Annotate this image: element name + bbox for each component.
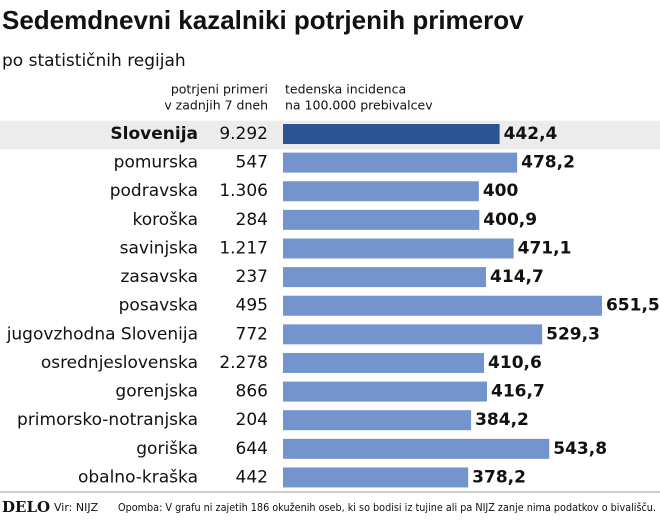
bar	[283, 124, 500, 144]
value-label: 410,6	[488, 353, 542, 373]
source: Vir: NIJZ	[54, 501, 99, 514]
category-label: zasavska	[121, 267, 199, 287]
category-label: osrednjeslovenska	[41, 353, 198, 373]
bar	[283, 238, 514, 259]
bar	[283, 352, 485, 373]
cases-value: 204	[236, 410, 268, 430]
chart-title: Sedemdnevni kazalniki potrjenih primerov	[2, 5, 524, 35]
category-label: podravska	[110, 181, 198, 201]
logo: DELO	[2, 498, 50, 516]
value-label: 416,7	[491, 382, 545, 402]
cases-value: 2.278	[219, 353, 268, 373]
category-label: koroška	[133, 210, 198, 230]
value-label: 471,1	[518, 238, 572, 258]
value-label: 651,5	[606, 296, 660, 316]
column-header: tedenska incidenca	[285, 82, 406, 97]
bar	[283, 152, 518, 173]
cases-value: 284	[236, 210, 268, 230]
value-label: 378,2	[472, 467, 526, 487]
bar	[283, 324, 543, 345]
column-header: potrjeni primeri	[171, 82, 268, 97]
value-label: 400,9	[483, 210, 537, 230]
bar	[283, 181, 479, 202]
bar	[283, 209, 480, 230]
value-label: 400	[483, 181, 519, 201]
category-label: obalno-kraška	[78, 467, 198, 487]
bar	[283, 410, 472, 431]
bar	[283, 267, 487, 288]
value-label: 442,4	[504, 124, 558, 144]
cases-value: 1.217	[219, 238, 268, 258]
column-header: v zadnjih 7 dneh	[164, 98, 268, 113]
cases-value: 866	[236, 382, 268, 402]
note: Opomba: V grafu ni zajetih 186 okuženih …	[118, 501, 656, 514]
category-label: pomurska	[114, 153, 198, 173]
cases-value: 495	[236, 296, 268, 316]
category-label: jugovzhodna Slovenija	[6, 324, 198, 344]
value-label: 543,8	[553, 439, 607, 459]
value-label: 478,2	[521, 153, 575, 173]
value-label: 384,2	[475, 410, 529, 430]
cases-value: 442	[236, 467, 268, 487]
cases-value: 547	[236, 153, 268, 173]
category-label: primorsko-notranjska	[17, 410, 198, 430]
cases-value: 9.292	[219, 124, 268, 144]
value-label: 529,3	[546, 324, 600, 344]
category-label: savinjska	[120, 238, 198, 258]
category-label: gorenjska	[115, 382, 198, 402]
bar	[283, 467, 469, 488]
bar	[283, 295, 602, 316]
bar	[283, 381, 488, 402]
bar	[283, 438, 550, 459]
column-header: na 100.000 prebivalcev	[285, 98, 433, 113]
cases-value: 772	[236, 324, 268, 344]
cases-value: 237	[236, 267, 268, 287]
category-label: goriška	[136, 439, 198, 459]
cases-value: 644	[236, 439, 268, 459]
category-label: Slovenija	[110, 124, 198, 144]
category-label: posavska	[119, 296, 198, 316]
subtitle: po statističnih regijah	[2, 51, 186, 71]
cases-value: 1.306	[219, 181, 268, 201]
value-label: 414,7	[490, 267, 544, 287]
